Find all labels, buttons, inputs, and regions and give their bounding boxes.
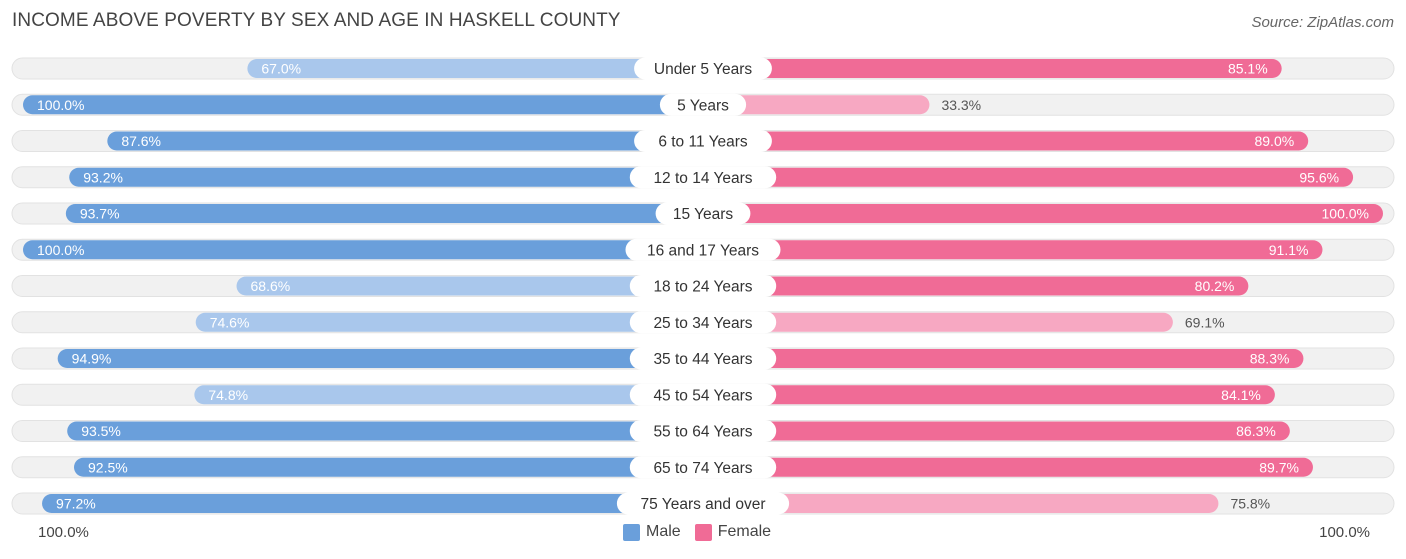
female-value-label: 89.0% [1254,133,1294,149]
category-label: 75 Years and over [641,496,766,513]
male-bar [247,59,703,78]
legend-label-male: Male [646,523,681,540]
female-bar [703,457,1313,477]
category-label: 6 to 11 Years [658,134,748,151]
male-value-label: 68.6% [251,278,291,294]
diverging-bar-chart: 67.0% 85.1% Under 5 Years 100.0% 33.3% 5 Year… [11,57,1395,515]
female-bar [703,95,930,115]
legend-swatch-male [623,523,640,541]
category-pill [629,420,777,442]
category-pill [655,202,751,225]
male-value-label: 93.5% [81,423,121,439]
legend-swatch-female [694,523,712,541]
male-value-label: 100.0% [37,97,84,113]
female-value-label: 89.7% [1259,459,1299,475]
female-bar [703,276,1249,296]
category-label: 55 to 64 Years [653,424,752,441]
female-bar [703,385,1275,405]
female-value-label: 84.1% [1221,387,1261,403]
male-value-label: 87.6% [121,133,161,149]
female-bar [703,421,1290,441]
male-value-label: 100.0% [37,242,84,258]
category-label: Under 5 Years [654,61,752,78]
female-bar [703,494,1219,513]
male-bar [23,95,703,115]
female-value-label: 86.3% [1236,423,1276,439]
male-value-label: 97.2% [56,496,96,512]
category-label: 15 Years [673,206,734,223]
category-label: 16 and 17 Years [647,242,759,259]
legend-item-male: Male [623,523,681,541]
female-bar [703,240,1323,260]
category-pill [634,130,772,152]
male-value-label: 93.2% [83,169,123,185]
category-pill [629,347,777,370]
female-bar [703,204,1383,223]
male-bar [23,240,703,260]
category-label: 5 Years [677,97,729,114]
legend-label-female: Female [717,523,772,540]
male-bar [57,349,704,368]
axis-right-label: 100.0% [1319,524,1370,541]
category-pill [629,311,777,334]
female-value-label: 85.1% [1228,61,1268,77]
female-value-label: 80.2% [1195,278,1235,294]
category-pill [629,166,777,189]
category-label: 25 to 34 Years [653,315,752,332]
female-bar [703,167,1354,187]
legend: Male Female [623,523,785,541]
category-pill [659,93,747,116]
female-value-label: 91.1% [1269,242,1309,258]
category-pill [616,492,790,515]
axis-left-label: 100.0% [38,524,89,541]
male-bar [107,131,703,151]
chart-title: INCOME ABOVE POVERTY BY SEX AND AGE IN H… [12,10,621,31]
category-label: 18 to 24 Years [653,279,752,296]
female-value-label: 33.3% [941,97,981,113]
male-value-label: 74.8% [208,387,248,403]
category-label: 65 to 74 Years [653,460,752,477]
category-pill [629,275,777,297]
female-bar [703,312,1173,332]
female-value-label: 69.1% [1185,314,1225,330]
male-bar [236,276,703,296]
category-pill [634,57,772,80]
male-value-label: 92.5% [88,459,128,475]
female-value-label: 95.6% [1299,169,1339,185]
male-bar [194,385,704,405]
category-label: 12 to 14 Years [653,170,752,187]
male-bar [67,421,703,441]
female-bar [703,131,1309,151]
category-label: 45 to 54 Years [653,387,752,404]
male-bar [65,204,704,223]
category-pill [625,238,781,261]
category-pill [629,383,777,406]
male-bar [42,494,704,513]
source-note: Source: ZipAtlas.com [1251,14,1394,31]
female-bar [703,59,1282,78]
male-bar [195,312,703,332]
male-bar [69,167,704,187]
male-value-label: 74.6% [210,314,250,330]
female-bar [703,349,1304,368]
male-value-label: 67.0% [261,61,301,77]
female-value-label: 75.8% [1230,496,1270,512]
female-value-label: 88.3% [1250,351,1290,367]
legend-item-female: Female [694,523,772,541]
female-value-label: 100.0% [1322,206,1369,222]
category-label: 35 to 44 Years [653,351,752,368]
male-value-label: 94.9% [72,351,112,367]
category-pill [629,456,777,479]
male-value-label: 93.7% [80,206,120,222]
male-bar [74,457,703,477]
